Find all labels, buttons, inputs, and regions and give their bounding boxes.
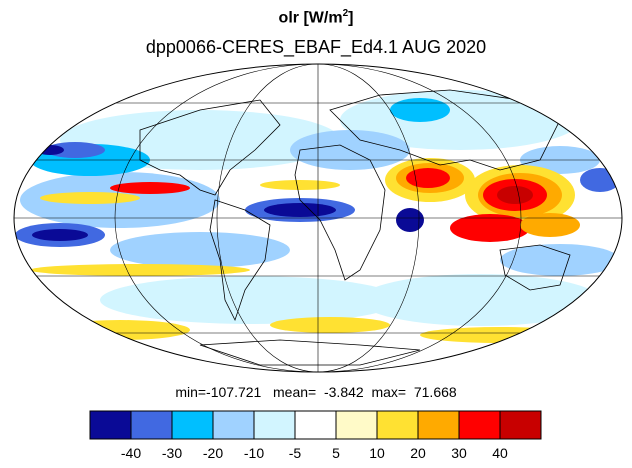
variable-name: olr xyxy=(278,9,299,27)
colorbar-box xyxy=(376,410,419,440)
units-prefix: [W/m xyxy=(303,9,343,27)
continent-outlines xyxy=(139,89,571,366)
colorbar-tick-label: 10 xyxy=(369,445,385,461)
colorbar-box xyxy=(130,410,173,440)
mollweide-map xyxy=(13,63,623,373)
colorbar-tick-label: 40 xyxy=(492,445,508,461)
colorbar-box xyxy=(294,410,337,440)
statistics-line: min=-107.721 mean= -3.842 max= 71.668 xyxy=(0,384,632,400)
stat-mean: mean= -3.842 xyxy=(273,384,364,400)
stat-min: min=-107.721 xyxy=(175,384,262,400)
colorbar-tick-label: -30 xyxy=(162,445,182,461)
colorbar-tick-label: -5 xyxy=(289,445,302,461)
units-exponent: 2 xyxy=(342,8,349,19)
colorbar-box xyxy=(458,410,501,440)
plot-title: olr [W/m2] xyxy=(0,8,632,27)
colorbar-tick-label: -10 xyxy=(244,445,264,461)
colorbar-tick-label: 30 xyxy=(451,445,467,461)
stat-max: max= 71.668 xyxy=(371,384,457,400)
colorbar-tick-label: 5 xyxy=(332,445,340,461)
colorbar-box xyxy=(171,410,214,440)
plot-subtitle: dpp0066-CERES_EBAF_Ed4.1 AUG 2020 xyxy=(145,37,487,57)
colorbar-box xyxy=(335,410,378,440)
colorbar-box xyxy=(89,410,132,440)
colorbar-tick-label: -40 xyxy=(121,445,141,461)
colorbar-box xyxy=(417,410,460,440)
colorbar-box xyxy=(212,410,255,440)
colorbar-box xyxy=(499,410,542,440)
colorbar-tick-label: 20 xyxy=(410,445,426,461)
colorbar-tick-label: -20 xyxy=(203,445,223,461)
map-border xyxy=(13,63,623,373)
units-suffix: ] xyxy=(348,9,354,27)
colorbar-box xyxy=(253,410,296,440)
